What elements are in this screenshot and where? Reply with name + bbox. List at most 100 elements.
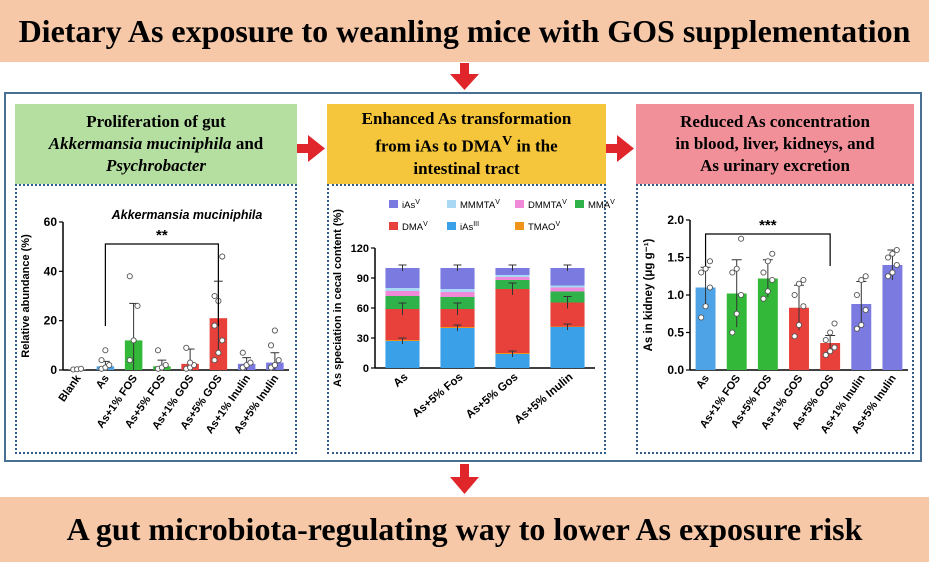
y-tick-label: 20 bbox=[44, 314, 58, 328]
legend-label-iasiii: iAsIII bbox=[460, 221, 479, 233]
data-point bbox=[211, 357, 218, 364]
stack-segment-iasiii bbox=[495, 354, 530, 368]
data-point bbox=[893, 246, 900, 254]
middle-header-line2-post: in the bbox=[512, 136, 558, 156]
data-point bbox=[106, 362, 113, 369]
data-point bbox=[211, 292, 218, 300]
left-header-line1: Proliferation of gut bbox=[86, 112, 226, 131]
arrow-down-top-icon bbox=[450, 63, 479, 90]
y-tick-label: 90 bbox=[357, 273, 369, 285]
data-point bbox=[98, 357, 105, 364]
data-point bbox=[738, 291, 745, 299]
middle-header-line2-pre: from iAs to DMA bbox=[375, 136, 503, 156]
data-point bbox=[893, 261, 900, 269]
right-header-line2: in blood, liver, kidneys, and bbox=[675, 134, 875, 153]
right-header-line1: Reduced As concentration bbox=[680, 112, 870, 131]
y-tick-label: 60 bbox=[44, 215, 58, 229]
y-tick-label: 1.5 bbox=[667, 251, 684, 265]
data-point bbox=[831, 344, 838, 351]
data-point bbox=[853, 291, 860, 299]
x-tick-label: As+5% Gos bbox=[464, 371, 520, 421]
data-point bbox=[769, 250, 776, 257]
stack-segment-iasiii bbox=[550, 327, 585, 368]
y-tick-label: 40 bbox=[44, 264, 58, 278]
data-point bbox=[211, 322, 218, 329]
stack-segment-iasv bbox=[440, 268, 475, 289]
left-header-species: Akkermansia muciniphila bbox=[48, 134, 232, 153]
data-point bbox=[102, 347, 109, 354]
data-point bbox=[183, 344, 190, 351]
stack-segment-dmav bbox=[440, 309, 475, 327]
data-point bbox=[275, 357, 282, 364]
data-point bbox=[791, 333, 798, 340]
stack-segment-iasv bbox=[550, 268, 585, 286]
arrow-down-bottom-icon bbox=[450, 464, 479, 494]
left-panel-header: Proliferation of gut Akkermansia mucinip… bbox=[15, 104, 297, 184]
y-tick-label: 60 bbox=[357, 303, 369, 315]
data-point bbox=[862, 273, 869, 280]
legend-swatch-dmmtav bbox=[515, 200, 524, 208]
data-point bbox=[239, 349, 246, 356]
right-header-line3: As urinary excretion bbox=[700, 156, 850, 175]
stack-segment-iasiii bbox=[440, 328, 475, 368]
data-point bbox=[134, 302, 141, 309]
stack-segment-dmav bbox=[495, 289, 530, 353]
middle-chart-box: As speciation in cecal content (%) 0 30 60 9… bbox=[327, 184, 615, 454]
data-point bbox=[126, 273, 133, 280]
left-chart-box: Akkermansia muciniphila Relative abundanc… bbox=[15, 184, 297, 454]
stack-segment-mmmtav bbox=[550, 285, 585, 288]
data-point bbox=[154, 347, 162, 354]
data-point bbox=[889, 269, 896, 276]
x-tick-label: Blank bbox=[57, 372, 85, 404]
stack-segment-dmmtav bbox=[495, 277, 530, 280]
stack-segment-mmmtav bbox=[440, 289, 475, 292]
data-point bbox=[706, 258, 714, 265]
data-point bbox=[822, 336, 829, 344]
legend-swatch-mmmtav bbox=[447, 200, 456, 208]
data-point bbox=[698, 314, 705, 321]
data-point bbox=[130, 337, 137, 344]
y-tick-label: 1.0 bbox=[667, 288, 684, 302]
data-point bbox=[738, 235, 745, 242]
y-tick-label: 0 bbox=[50, 363, 57, 377]
data-point bbox=[271, 327, 278, 334]
legend-swatch-iasv bbox=[389, 200, 398, 208]
bar-as bbox=[695, 287, 716, 370]
bar-as-1-inulin bbox=[851, 304, 872, 370]
stack-segment-dmmtav bbox=[550, 287, 585, 292]
y-tick-label: 2.0 bbox=[667, 213, 684, 227]
x-tick-label: As bbox=[94, 373, 112, 391]
legend-swatch-mmav bbox=[575, 200, 584, 208]
data-point bbox=[267, 342, 275, 349]
data-point bbox=[733, 310, 740, 317]
y-tick-label: 30 bbox=[357, 333, 369, 345]
data-point bbox=[126, 357, 133, 364]
data-point bbox=[827, 348, 834, 355]
data-point bbox=[698, 269, 705, 276]
significance-label: ** bbox=[156, 227, 168, 244]
stack-segment-iasv bbox=[495, 268, 530, 275]
data-point bbox=[889, 250, 896, 257]
data-point bbox=[795, 321, 803, 329]
legend-label-dmav: DMAV bbox=[402, 221, 428, 233]
data-point bbox=[822, 351, 829, 359]
arrow-right-2-icon bbox=[606, 135, 634, 162]
data-point bbox=[760, 295, 767, 302]
y-tick-label: 0.5 bbox=[667, 326, 684, 340]
y-axis-title: As speciation in cecal content (%) bbox=[332, 209, 344, 387]
left-header-and: and bbox=[231, 134, 264, 153]
data-point bbox=[800, 303, 807, 310]
data-point bbox=[271, 362, 278, 369]
data-point bbox=[795, 280, 803, 287]
data-point bbox=[162, 362, 169, 369]
data-point bbox=[853, 325, 860, 332]
legend-swatch-dmav bbox=[389, 222, 398, 230]
x-tick-label: As+5% Fos bbox=[410, 371, 465, 420]
middle-header-line3: intestinal tract bbox=[413, 158, 520, 178]
data-point bbox=[769, 276, 776, 284]
data-point bbox=[247, 359, 254, 366]
data-point bbox=[702, 265, 709, 272]
significance-bracket bbox=[704, 233, 831, 266]
title-banner: Dietary As exposure to weanling mice wit… bbox=[0, 0, 929, 62]
